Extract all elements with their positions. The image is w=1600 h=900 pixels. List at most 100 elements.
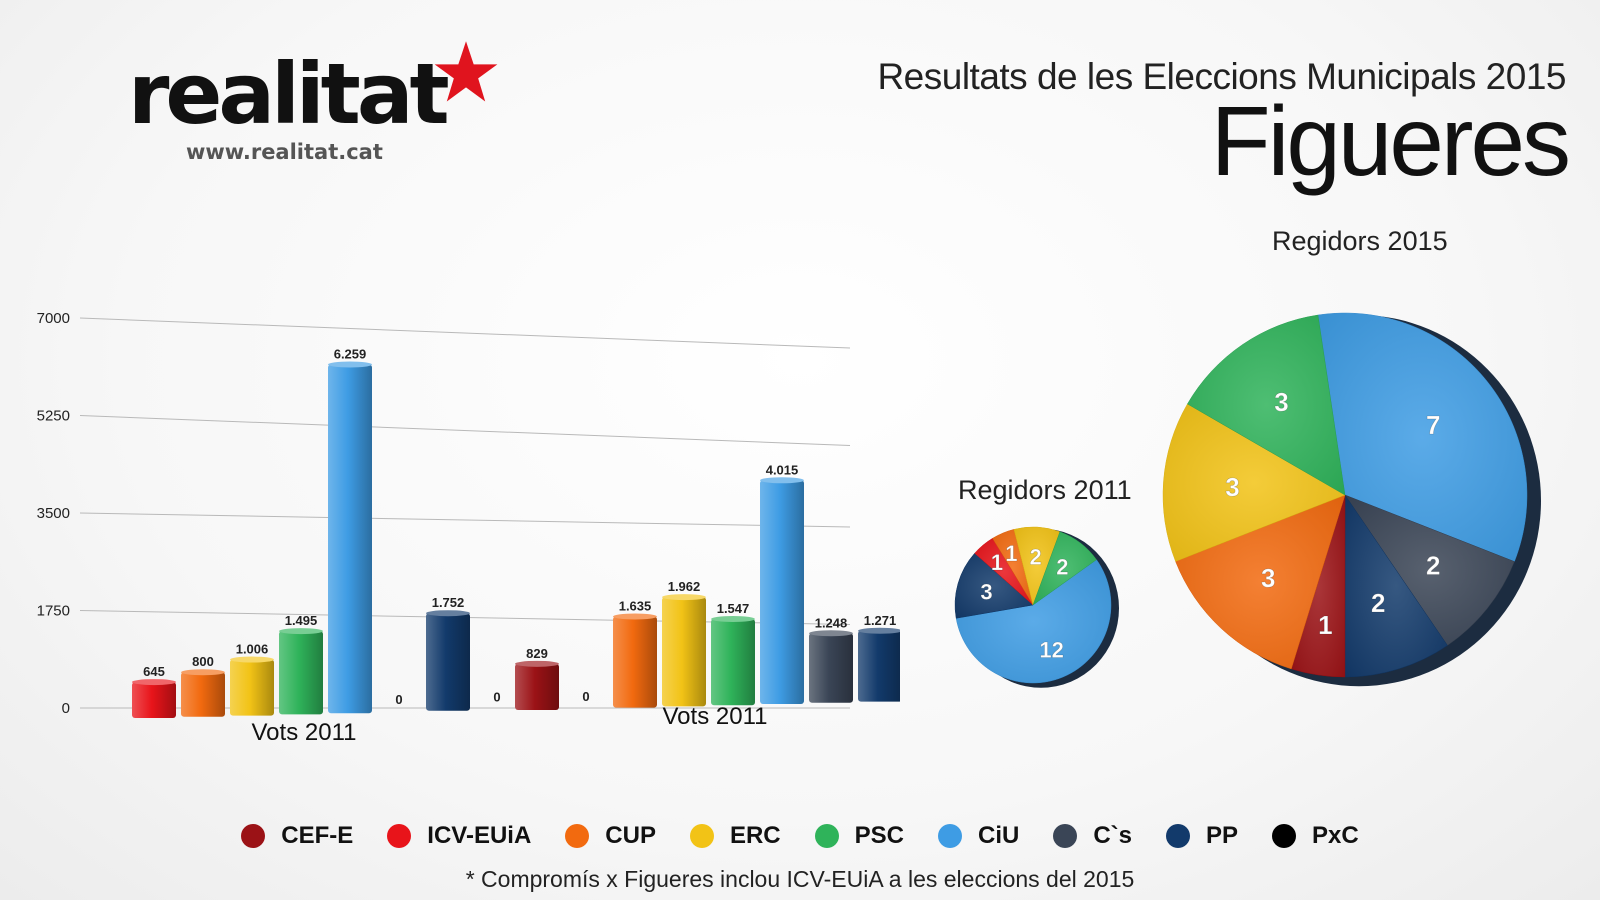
bar-value-label: 6.259 (334, 346, 367, 361)
pie-slice-label: 12 (1039, 638, 1063, 663)
bar-value-label: 1.547 (717, 601, 750, 616)
bar-0-pp (426, 613, 470, 711)
bar-1-pp (858, 630, 900, 702)
grid-line (79, 512, 851, 528)
bar-value-label: 645 (143, 664, 165, 679)
pie-slice-label: 2 (1056, 554, 1068, 579)
legend-label: C`s (1093, 822, 1133, 849)
legend-swatch (814, 824, 839, 848)
bar-0-psc (279, 631, 323, 715)
legend-item: C`s (1053, 822, 1132, 850)
bar-value-label: 829 (526, 646, 548, 661)
page-title: Figueres (1210, 86, 1571, 196)
bar-top (613, 613, 657, 620)
bar-value-label: 4.015 (766, 462, 799, 477)
bar-value-label: 0 (493, 690, 500, 705)
pie-slice-label: 3 (1274, 387, 1288, 417)
legend-swatch (1053, 824, 1078, 848)
legend-swatch (1272, 824, 1297, 848)
legend-label: PSC (854, 822, 904, 849)
bar-value-label: 1.635 (619, 599, 652, 614)
legend-swatch (1166, 824, 1191, 848)
bar-top (858, 627, 900, 634)
pie-slice-label: 7 (1426, 410, 1440, 440)
pie-slice-pp (1344, 494, 1448, 678)
pie-slice-psc (1032, 531, 1097, 606)
y-tick-label: 7000 (37, 310, 70, 327)
legend-swatch (387, 824, 412, 848)
legend-label: CEF-E (281, 822, 354, 849)
bar-value-label: 1.006 (236, 642, 269, 657)
legend-label: ERC (729, 822, 781, 849)
pie-slice-ciu (1317, 312, 1528, 562)
legend-item: PSC (814, 822, 904, 850)
bar-top (515, 660, 559, 667)
pie-slice-psc (1187, 314, 1346, 496)
legend-item: CUP (565, 822, 656, 850)
star-icon (434, 41, 498, 102)
bar-top (230, 656, 274, 663)
bar-value-label: 1.271 (864, 613, 897, 628)
bar-value-label: 1.962 (668, 579, 701, 594)
y-tick-label: 1750 (37, 603, 70, 620)
legend-item: ERC (689, 822, 781, 850)
pie-slice-label: 3 (980, 580, 992, 605)
bar-top (426, 610, 470, 617)
y-tick-label: 3500 (37, 505, 70, 522)
bar-0-ciu (328, 364, 372, 714)
pie-slice-ciu (955, 559, 1112, 684)
grid-line (79, 415, 851, 446)
votes-bar-chart: 7000 5250 3500 1750 0 645 800 1.006 1.495 6.259 0 1… (37, 310, 900, 746)
legend-item: CEF-E (241, 822, 353, 850)
x-axis-label: Vots 2011 (663, 703, 768, 730)
pie-slice-label: 2 (1426, 551, 1440, 581)
bar-1-cs (809, 633, 853, 703)
bar-1-cup (613, 616, 657, 708)
legend-label: CUP (605, 822, 656, 849)
legend-label: PP (1206, 822, 1239, 849)
legend-label: PxC (1312, 822, 1359, 849)
x-axis-label: Vots 2011 (252, 719, 357, 746)
grid-line (79, 317, 851, 349)
pie-slice-label: 1 (991, 550, 1003, 575)
bar-top (279, 628, 323, 635)
pie-slice-pp (954, 552, 1034, 619)
page-subtitle: Resultats de les Eleccions Municipals 20… (877, 56, 1566, 97)
bar-value-label: 800 (192, 654, 214, 669)
legend-swatch (565, 824, 590, 848)
bar-0-cup (181, 672, 225, 717)
bar-1-erc (662, 597, 706, 707)
legend-swatch (689, 824, 714, 848)
legend-item: PxC (1272, 822, 1359, 850)
bar-top (181, 669, 225, 676)
pie-slice-cup (1175, 494, 1346, 670)
legend-label: CiU (978, 822, 1020, 849)
y-tick-label: 5250 (37, 408, 70, 425)
legend-item: ICV-EUiA (387, 822, 531, 850)
footnote: * Compromís x Figueres inclou ICV-EUiA a… (465, 866, 1135, 892)
bar-1-ciu (760, 480, 804, 704)
bar-value-label: 1.752 (432, 595, 465, 610)
pie-slice-label: 2 (1371, 588, 1385, 618)
bar-value-label: 0 (582, 689, 589, 704)
bar-top (328, 361, 372, 368)
bar-top (132, 679, 176, 686)
bar-1-psc (711, 619, 755, 706)
realitat-logo: realitat www.realitat.cat (128, 41, 508, 172)
bar-0-erc (230, 659, 274, 716)
legend-label: ICV-EUiA (427, 822, 532, 849)
legend: CEF-E ICV-EUiA CUP ERC PSC CiU C`s PP PxC (0, 822, 1600, 850)
pie-title-2015: Regidors 2015 (1272, 226, 1448, 256)
pie-slice-label: 3 (1225, 472, 1239, 502)
logo-url: www.realitat.cat (186, 140, 383, 164)
bar-value-label: 1.495 (285, 613, 318, 628)
pie-slice-erc (1162, 403, 1346, 562)
pie-slice-label: 1 (1318, 610, 1332, 640)
bar-top (760, 477, 804, 484)
legend-item: PP (1166, 822, 1238, 850)
pie-slice-label: 1 (1005, 541, 1017, 566)
bar-0-icveuia (132, 682, 176, 718)
bar-value-label: 1.248 (815, 615, 848, 630)
bar-1-cefe (515, 663, 559, 710)
